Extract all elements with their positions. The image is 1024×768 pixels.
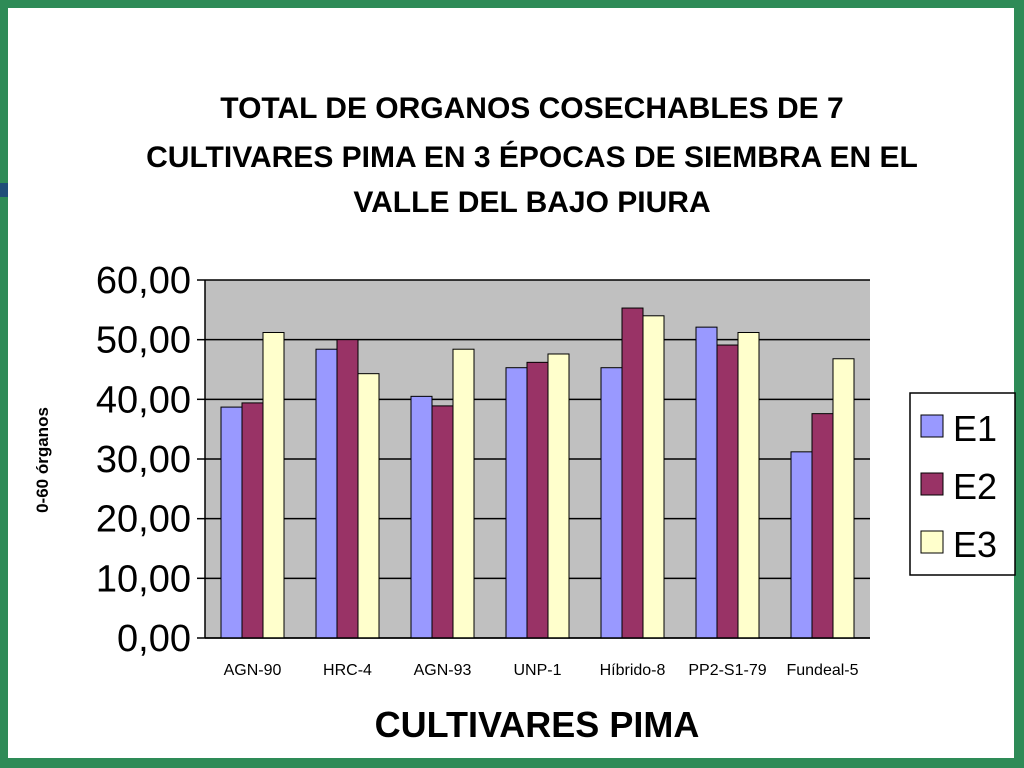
chart-title-line-3: VALLE DEL BAJO PIURA [353, 186, 710, 219]
y-tick-label: 10,00 [96, 558, 191, 600]
slide-edge-marker [0, 183, 8, 197]
y-tick-label: 0,00 [117, 618, 191, 660]
x-tick-label: Híbrido-8 [600, 662, 666, 679]
x-tick-label: HRC-4 [323, 662, 372, 679]
y-tick-label: 50,00 [96, 320, 191, 362]
y-axis-ticks: 0,00 10,00 20,00 30,00 40,00 50,00 60,00 [96, 260, 191, 660]
bar-e2-5 [716, 344, 739, 639]
chart-title-line-1: TOTAL DE ORGANOS COSECHABLES DE 7 [220, 92, 843, 125]
bar-e1-0 [220, 406, 243, 639]
y-tick-label: 20,00 [96, 499, 191, 541]
bar-e1-6 [790, 451, 813, 639]
bar-e3-1 [357, 373, 380, 639]
legend-swatch-e1 [920, 414, 944, 438]
bar-e1-2 [410, 395, 433, 639]
bar-e1-5 [695, 326, 718, 639]
legend-label-e2: E2 [953, 466, 997, 507]
bars [205, 307, 870, 639]
bar-e2-0 [241, 402, 264, 639]
bar-e2-6 [811, 413, 834, 639]
bar-e2-4 [621, 307, 644, 639]
x-tick-label: AGN-90 [224, 662, 282, 679]
bar-e3-3 [547, 353, 570, 639]
legend: E1 E2 E3 [909, 392, 1016, 576]
bar-e1-4 [600, 367, 623, 639]
x-axis-ticks: AGN-90 HRC-4 AGN-93 UNP-1 Híbrido-8 PP2-S1-79… [224, 662, 859, 679]
x-tick-label: UNP-1 [513, 662, 561, 679]
bar-e1-1 [315, 348, 338, 639]
bar-e3-4 [642, 315, 665, 639]
y-tick-label: 60,00 [96, 260, 191, 302]
legend-label-e3: E3 [953, 524, 997, 565]
legend-swatch-e3 [920, 530, 944, 554]
chart-title: TOTAL DE ORGANOS COSECHABLES DE 7 CULTIV… [146, 92, 918, 219]
y-tick-label: 40,00 [96, 379, 191, 421]
bar-e2-3 [526, 361, 549, 639]
bar-e1-3 [505, 367, 528, 639]
bar-e3-0 [262, 332, 285, 639]
bar-e3-5 [737, 332, 760, 639]
y-tick-label: 30,00 [96, 439, 191, 481]
x-tick-label: Fundeal-5 [786, 662, 858, 679]
x-tick-label: AGN-93 [414, 662, 472, 679]
x-tick-label: PP2-S1-79 [688, 662, 766, 679]
x-axis-title: CULTIVARES PIMA [375, 704, 700, 745]
bar-e3-6 [832, 358, 855, 639]
legend-label-e1: E1 [953, 408, 997, 449]
bar-e2-1 [336, 339, 359, 639]
bar-e2-2 [431, 405, 454, 639]
chart-title-line-2: CULTIVARES PIMA EN 3 ÉPOCAS DE SIEMBRA E… [146, 140, 918, 174]
y-axis-title: 0-60 órganos [33, 407, 52, 513]
legend-swatch-e2 [920, 472, 944, 496]
bar-e3-2 [452, 348, 475, 639]
